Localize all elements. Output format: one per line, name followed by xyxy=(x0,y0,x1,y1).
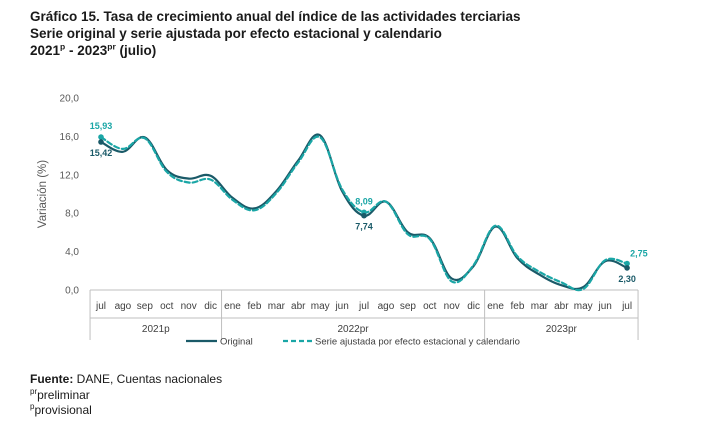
data-label: 2,75 xyxy=(630,249,648,259)
x-tick-label: sep xyxy=(137,301,154,312)
x-tick-label: feb xyxy=(511,301,525,312)
x-tick-label: feb xyxy=(247,301,261,312)
x-tick-label: jul xyxy=(358,301,369,312)
x-tick-label: abr xyxy=(291,301,306,312)
data-point-marker xyxy=(98,139,104,145)
data-point-marker xyxy=(361,212,367,219)
x-tick-label: may xyxy=(574,301,593,312)
data-label: 7,74 xyxy=(355,222,373,232)
data-point-marker xyxy=(624,265,630,271)
legend-label-ajustada: Serie ajustada por efecto estacional y c… xyxy=(315,337,520,348)
y-tick-label: 0,0 xyxy=(65,286,79,297)
y-tick-label: 16,0 xyxy=(60,132,80,143)
y-tick-label: 20,0 xyxy=(60,94,80,105)
x-tick-label: oct xyxy=(423,301,437,312)
x-tick-label: sep xyxy=(400,301,417,312)
title-line-1: Gráfico 15. Tasa de crecimiento anual de… xyxy=(30,9,521,24)
source-note: Fuente: DANE, Cuentas nacionales xyxy=(30,372,223,386)
note-preliminar: prpreliminar xyxy=(30,386,90,402)
y-axis-label: Variación (%) xyxy=(37,160,49,228)
data-label: 8,09 xyxy=(355,196,373,206)
data-label: 2,30 xyxy=(618,274,636,284)
data-label: 15,93 xyxy=(90,121,113,131)
title-line-3: 2021p - 2023pr (julio) xyxy=(30,41,157,58)
title-line-2: Serie original y serie ajustada por efec… xyxy=(30,26,442,41)
year-group-label: 2022pr xyxy=(338,324,370,335)
x-tick-label: ene xyxy=(487,301,504,312)
data-point-marker xyxy=(98,134,104,140)
x-tick-label: may xyxy=(311,301,330,312)
x-tick-label: jun xyxy=(334,301,348,312)
y-tick-label: 8,0 xyxy=(65,209,79,220)
x-tick-label: mar xyxy=(268,301,286,312)
data-label: 15,42 xyxy=(90,148,113,158)
x-tick-label: nov xyxy=(181,301,197,312)
x-tick-label: jun xyxy=(597,301,611,312)
chart-footer: Fuente: DANE, Cuentas nacionales prpreli… xyxy=(30,372,222,419)
x-tick-label: mar xyxy=(531,301,549,312)
x-tick-label: abr xyxy=(554,301,569,312)
note-provisional: pprovisional xyxy=(30,402,92,418)
x-tick-label: dic xyxy=(467,301,480,312)
year-group-label: 2023pr xyxy=(546,324,578,335)
x-tick-label: nov xyxy=(444,301,460,312)
x-tick-label: ago xyxy=(115,301,132,312)
x-tick-label: oct xyxy=(160,301,174,312)
data-point-marker xyxy=(624,260,630,267)
y-tick-label: 12,0 xyxy=(60,170,80,181)
y-tick-label: 4,0 xyxy=(65,247,79,258)
x-tick-label: jul xyxy=(95,301,106,312)
x-tick-label: ene xyxy=(224,301,241,312)
year-group-label: 2021p xyxy=(142,324,170,335)
x-tick-label: ago xyxy=(378,301,395,312)
x-tick-label: dic xyxy=(204,301,217,312)
chart-title: Gráfico 15. Tasa de crecimiento anual de… xyxy=(30,8,520,59)
legend-label-original: Original xyxy=(220,337,253,348)
x-tick-label: jul xyxy=(621,301,632,312)
